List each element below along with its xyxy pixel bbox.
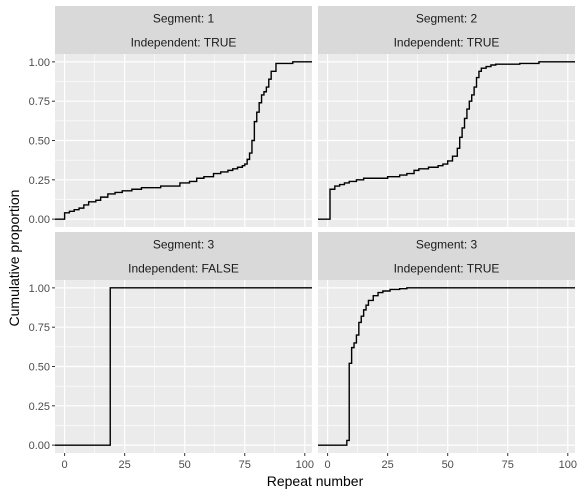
- facet-strip-label: Independent: TRUE: [394, 36, 500, 50]
- facet-strip: [55, 6, 312, 54]
- y-tick-label: 1.00: [29, 283, 50, 295]
- facet-strip: [318, 232, 575, 280]
- y-tick-label: 0.50: [29, 362, 50, 374]
- y-tick-label: 0.75: [29, 96, 50, 108]
- facet-strip-label: Independent: TRUE: [394, 262, 500, 276]
- facet-panel-2: Segment: 2 Independent: TRUE: [318, 6, 575, 227]
- y-tick-label: 1.00: [29, 57, 50, 69]
- facet-strip-label: Independent: TRUE: [131, 36, 237, 50]
- facet-panels: Segment: 1 Independent: TRUE 0.00 0.25 0.50 0…: [29, 6, 577, 471]
- ecdf-line: [318, 61, 575, 220]
- ecdf-line: [55, 61, 312, 220]
- y-tick-label: 0.75: [29, 322, 50, 334]
- facet-strip-label: Segment: 3: [153, 238, 215, 252]
- y-tick-label: 0.00: [29, 214, 50, 226]
- x-tick-label: 50: [179, 459, 191, 471]
- facet-panel-3: Segment: 3 Independent: FALSE 0.00 0.25 0.50…: [29, 232, 314, 471]
- facet-strip: [55, 232, 312, 280]
- y-tick-label: 0.25: [29, 175, 50, 187]
- ecdf-line: [318, 287, 575, 446]
- x-tick-label: 0: [62, 459, 68, 471]
- x-tick-label: 75: [502, 459, 514, 471]
- x-tick-label: 50: [442, 459, 454, 471]
- facet-strip-label: Segment: 2: [416, 12, 478, 26]
- facet-panel-4: Segment: 3 Independent: TRUE 0 25 50 75 100: [318, 232, 577, 471]
- facet-strip-label: Segment: 1: [153, 12, 215, 26]
- x-tick-label: 25: [119, 459, 131, 471]
- x-tick-label: 75: [239, 459, 251, 471]
- x-tick-label: 0: [325, 459, 331, 471]
- facet-strip-label: Segment: 3: [416, 238, 478, 252]
- facet-strip-label: Independent: FALSE: [128, 262, 239, 276]
- y-tick-label: 0.00: [29, 440, 50, 452]
- x-tick-label: 100: [296, 459, 314, 471]
- x-axis-label: Repeat number: [267, 473, 364, 489]
- x-tick-label: 100: [559, 459, 577, 471]
- y-tick-label: 0.25: [29, 401, 50, 413]
- facet-strip: [318, 6, 575, 54]
- y-tick-label: 0.50: [29, 136, 50, 148]
- facet-panel-1: Segment: 1 Independent: TRUE 0.00 0.25 0.50 0…: [29, 6, 312, 227]
- x-tick-label: 25: [382, 459, 394, 471]
- y-axis-label: Cumulative proportion: [6, 190, 22, 327]
- ecdf-line: [55, 287, 312, 446]
